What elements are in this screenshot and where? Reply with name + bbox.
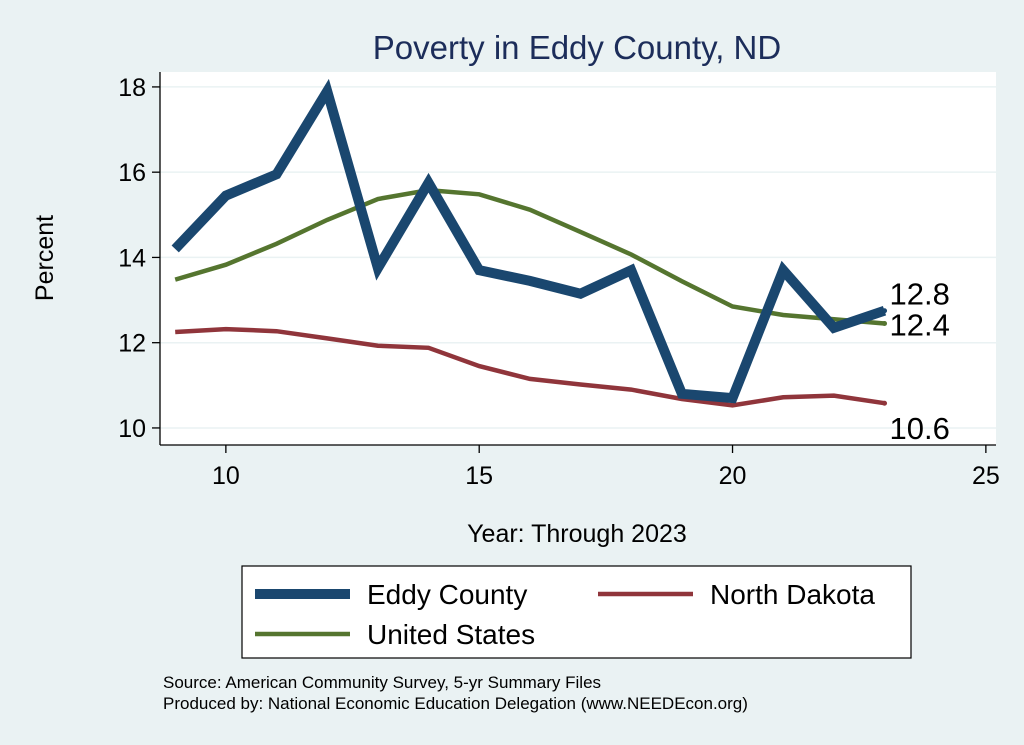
series-line-eddy-county [171,78,887,404]
legend-box [241,565,912,659]
end-point-north-dakota [882,400,888,406]
series-line-north-dakota [175,326,885,408]
y-tick-label: 10 [118,415,146,443]
x-tick-label: 15 [465,462,493,490]
y-tick-label: 14 [118,244,146,272]
produced-by-note: Produced by: National Economic Education… [163,694,748,713]
legend-label-eddy-county: Eddy County [367,579,527,610]
end-point-eddy-county [882,308,888,314]
axes: 10 12 14 16 18 10 15 20 25 [118,72,1000,490]
source-note: Source: American Community Survey, 5-yr … [163,673,601,692]
y-tick-label: 12 [118,330,146,358]
y-axis-title: Percent [31,215,59,301]
x-tick-label: 20 [719,462,747,490]
end-label-north-dakota: 10.6 [890,411,950,446]
plot-area [160,72,996,445]
x-tick-label: 10 [212,462,240,490]
legend-label-north-dakota: North Dakota [710,579,875,610]
y-tick-label: 18 [118,74,146,102]
end-point-united-states [882,321,888,327]
series-lines [171,78,887,408]
chart-title: Poverty in Eddy County, ND [373,29,781,66]
gridlines [160,86,996,429]
legend: Eddy County North Dakota United States [241,565,912,659]
legend-label-united-states: United States [367,619,535,650]
x-tick-label: 25 [972,462,1000,490]
y-tick-label: 16 [118,159,146,187]
end-label-eddy-county: 12.8 [890,277,950,312]
end-labels: 12.8 10.6 12.4 [882,277,950,446]
x-axis-title: Year: Through 2023 [467,520,687,548]
end-label-united-states: 12.4 [890,308,950,343]
